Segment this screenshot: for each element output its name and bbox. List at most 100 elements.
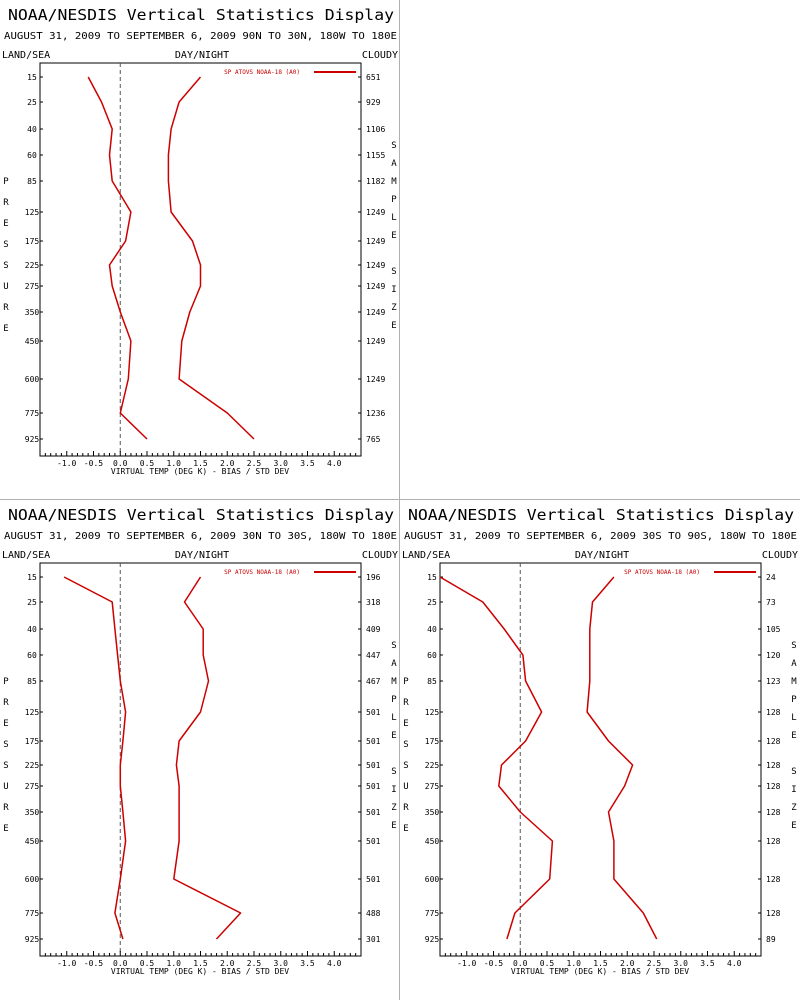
x-tick-label: 3.5 <box>700 959 715 968</box>
pressure-tick-label: 125 <box>25 208 40 217</box>
sample-axis-letter: P <box>391 195 397 205</box>
pressure-axis-letter: U <box>3 282 8 292</box>
pressure-axis-letter: S <box>3 761 8 771</box>
x-tick-label: -0.5 <box>84 459 103 468</box>
sample-size-label: 1236 <box>366 409 385 418</box>
x-tick-label: 0.0 <box>113 459 128 468</box>
plot-frame <box>439 562 762 957</box>
pressure-tick-label: 775 <box>425 909 440 918</box>
x-tick-label: 0.5 <box>540 959 555 968</box>
empty-panel <box>400 0 800 500</box>
x-tick-label: 2.0 <box>220 459 235 468</box>
sample-size-label: 24 <box>766 573 776 582</box>
plot-frame <box>39 562 362 957</box>
x-tick-label: 0.5 <box>140 959 155 968</box>
sample-size-label: 128 <box>766 737 781 746</box>
pressure-tick-label: 925 <box>425 935 440 944</box>
pressure-tick-label: 175 <box>25 237 40 246</box>
sample-size-label: 447 <box>366 651 381 660</box>
pressure-axis-letter: P <box>3 177 9 187</box>
cloudy-label: CLOUDY <box>362 50 398 61</box>
sample-axis-letter: S <box>791 641 796 651</box>
chart-subtitle: AUGUST 31, 2009 TO SEPTEMBER 6, 2009 30N… <box>4 531 397 542</box>
sample-size-label: 1182 <box>366 177 385 186</box>
pressure-tick-label: 25 <box>427 598 437 607</box>
sample-axis-letter: S <box>391 641 396 651</box>
x-tick-label: -1.0 <box>457 959 476 968</box>
std-dev-series-line <box>167 76 255 440</box>
sample-size-label: 501 <box>366 875 381 884</box>
sample-size-label: 1155 <box>366 151 385 160</box>
sample-size-label: 1249 <box>366 261 385 270</box>
x-tick-label: -1.0 <box>57 459 76 468</box>
x-tick-label: 0.0 <box>513 959 528 968</box>
chart-title: NOAA/NESDIS Vertical Statistics Display <box>8 6 394 24</box>
sample-size-label: 501 <box>366 761 381 770</box>
pressure-tick-label: 225 <box>25 761 40 770</box>
sample-size-label: 929 <box>366 98 381 107</box>
pressure-tick-label: 175 <box>25 737 40 746</box>
pressure-axis-letter: S <box>403 761 408 771</box>
cloudy-label: CLOUDY <box>362 550 398 561</box>
x-tick-label: 4.0 <box>727 959 742 968</box>
legend-label: SP ATOVS NOAA-18 (A0) <box>624 569 700 576</box>
pressure-tick-label: 40 <box>27 625 37 634</box>
chart-svg-30n-30s: NOAA/NESDIS Vertical Statistics Display A… <box>2 506 398 976</box>
pressure-axis-letter: P <box>403 677 409 687</box>
sample-axis-letter: I <box>391 285 396 295</box>
pressure-tick-label: 85 <box>27 177 37 186</box>
sample-size-label: 501 <box>366 837 381 846</box>
sample-axis-letter: Z <box>391 303 397 313</box>
pressure-tick-label: 25 <box>27 598 37 607</box>
land-sea-label: LAND/SEA <box>2 50 50 61</box>
sample-size-label: 1106 <box>366 125 385 134</box>
sample-size-label: 501 <box>366 708 381 717</box>
pressure-axis-letter: U <box>3 782 8 792</box>
x-tick-label: 2.5 <box>647 959 662 968</box>
sample-size-label: 1249 <box>366 337 385 346</box>
sample-size-label: 128 <box>766 808 781 817</box>
sample-size-label: 651 <box>366 73 381 82</box>
sample-axis-letter: A <box>391 159 397 169</box>
pressure-axis-letter: R <box>3 198 9 208</box>
pressure-tick-label: 275 <box>25 282 40 291</box>
sample-axis-letter: P <box>391 695 397 705</box>
pressure-tick-label: 350 <box>25 308 40 317</box>
x-tick-label: 2.5 <box>247 959 262 968</box>
sample-axis-letter: P <box>791 695 797 705</box>
sample-size-label: 73 <box>766 598 776 607</box>
plot-frame <box>39 62 362 457</box>
x-tick-label: 4.0 <box>327 459 342 468</box>
pressure-axis-letter: E <box>403 824 408 834</box>
pressure-tick-label: 600 <box>25 875 40 884</box>
std-dev-series-line <box>586 576 658 940</box>
horizontal-divider <box>0 499 800 500</box>
x-tick-label: 2.5 <box>247 459 262 468</box>
bias-series-line <box>63 576 127 940</box>
x-axis-label: VIRTUAL TEMP (DEG K) - BIAS / STD DEV <box>111 967 289 976</box>
sample-axis-letter: E <box>391 731 396 741</box>
sample-size-label: 501 <box>366 782 381 791</box>
x-tick-label: 0.5 <box>140 459 155 468</box>
x-tick-label: 3.0 <box>674 959 689 968</box>
sample-size-label: 467 <box>366 677 381 686</box>
pressure-tick-label: 925 <box>25 435 40 444</box>
pressure-axis-letter: U <box>403 782 408 792</box>
sample-axis-letter: L <box>391 713 396 723</box>
pressure-axis-letter: E <box>3 219 8 229</box>
sample-size-label: 128 <box>766 909 781 918</box>
x-tick-label: 3.0 <box>274 959 289 968</box>
chart-svg-90n-30n: NOAA/NESDIS Vertical Statistics Display A… <box>2 6 398 476</box>
pressure-tick-label: 275 <box>425 782 440 791</box>
sample-axis-letter: Z <box>791 803 797 813</box>
cloudy-label: CLOUDY <box>762 550 798 561</box>
pressure-axis-letter: R <box>3 303 9 313</box>
sample-size-label: 1249 <box>366 237 385 246</box>
pressure-axis-letter: R <box>3 803 9 813</box>
pressure-tick-label: 450 <box>25 337 40 346</box>
x-tick-label: 3.0 <box>274 459 289 468</box>
sample-axis-letter: S <box>791 767 796 777</box>
sample-axis-letter: E <box>791 731 796 741</box>
sample-axis-letter: S <box>391 267 396 277</box>
pressure-tick-label: 85 <box>27 677 37 686</box>
